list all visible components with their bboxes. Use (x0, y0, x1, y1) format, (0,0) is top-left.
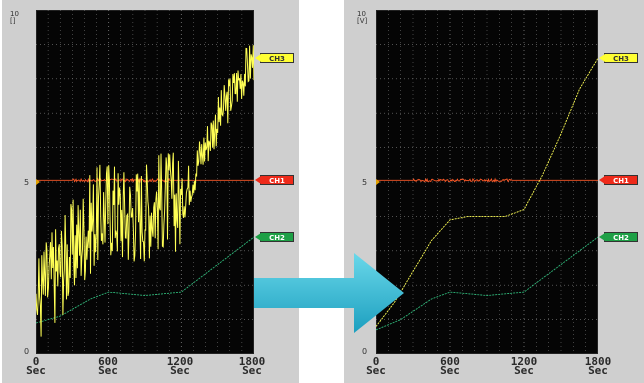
tag-label: CH2 (613, 234, 629, 243)
series-ch3-line (36, 45, 254, 337)
series-ch3-line (376, 57, 598, 327)
y-axis-top-label: 10 [V] (357, 11, 367, 25)
chart-panel-left: 10 [] 5 0 CH3 CH1 CH2 0 Sec 600 Sec 1200 Se… (2, 0, 299, 383)
chart-panel-right: 10 [V] 5 0 CH3 CH1 CH2 0 Sec 600 Sec 1200 S… (344, 0, 644, 383)
ch1-tag[interactable]: CH1 (255, 175, 294, 186)
ch3-tag[interactable]: CH3 (255, 53, 294, 64)
y-axis-max-value: 10 (357, 10, 366, 18)
y-mid-label: 5 (24, 178, 30, 187)
y-min-label: 0 (24, 347, 30, 356)
tag-label: CH1 (613, 177, 629, 186)
x-tick-1800: 1800 Sec (584, 355, 612, 377)
y-min-label: 0 (362, 347, 368, 356)
x-tick-1200: 1200 Sec (166, 355, 194, 377)
series-ch1-line (376, 177, 598, 183)
x-tick-0: 0 Sec (366, 355, 386, 377)
x-tick-600: 600 Sec (98, 355, 118, 377)
mid-level-marker (36, 179, 40, 185)
y-axis-unit: [V] (357, 17, 368, 25)
x-tick-1800: 1800 Sec (238, 355, 266, 377)
x-tick-0: 0 Sec (26, 355, 46, 377)
x-tick-600: 600 Sec (440, 355, 460, 377)
y-axis-max-value: 10 (10, 10, 19, 18)
x-tick-1200: 1200 Sec (510, 355, 538, 377)
y-axis-unit: [] (10, 17, 16, 25)
series-ch2-line (376, 236, 598, 331)
ch1-tag[interactable]: CH1 (599, 175, 638, 186)
plot-area (36, 10, 254, 354)
chart-svg (376, 10, 598, 354)
tag-label: CH1 (269, 177, 285, 186)
y-axis-top-label: 10 [] (10, 11, 19, 25)
series-ch1-line (36, 177, 254, 184)
y-mid-label: 5 (362, 178, 368, 187)
ch2-tag[interactable]: CH2 (599, 232, 638, 243)
plot-area (376, 10, 598, 354)
transition-arrow (254, 248, 404, 338)
right-arrow-icon (254, 253, 404, 333)
mid-level-marker (376, 179, 380, 185)
ch3-tag[interactable]: CH3 (599, 53, 638, 64)
tag-label: CH3 (613, 55, 629, 64)
ch2-tag[interactable]: CH2 (255, 232, 294, 243)
tag-label: CH2 (269, 234, 285, 243)
chart-svg (36, 10, 254, 354)
series-ch2-line (36, 236, 254, 324)
tag-label: CH3 (269, 55, 285, 64)
